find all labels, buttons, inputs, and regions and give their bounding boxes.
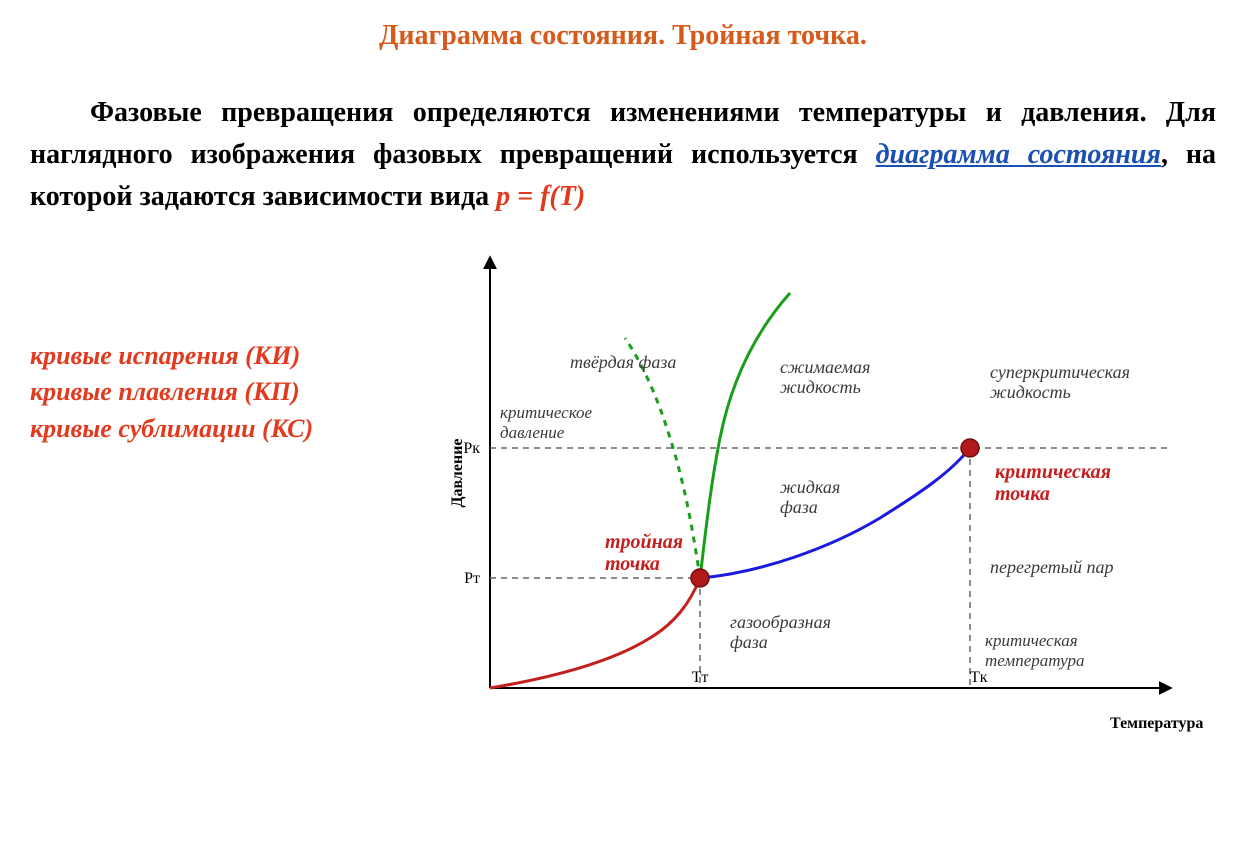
label-supercrit_l1: суперкритическая xyxy=(990,362,1130,382)
label-triple_l1: тройная xyxy=(605,531,683,553)
vaporization-curve xyxy=(700,448,970,578)
page-title: Диаграмма состояния. Тройная точка. xyxy=(30,20,1216,52)
sublimation-curve xyxy=(490,578,700,688)
curve-evaporation: кривые испарения (КИ) xyxy=(30,338,410,374)
label-compressible_l1: сжимаемая xyxy=(780,357,870,377)
curve-sublimation: кривые сублимации (КС) xyxy=(30,411,410,447)
phase-diagram: ДавлениеТемператураPкPтTтTктвёрдая фазак… xyxy=(410,238,1216,738)
label-solid_phase: твёрдая фаза xyxy=(570,352,676,372)
label-crit_pressure_l2: давление xyxy=(500,423,565,442)
diagram-term-link[interactable]: диаграмма состояния xyxy=(876,139,1161,170)
formula: p = f(T) xyxy=(496,181,585,212)
label-crit_temp_l1: критическая xyxy=(985,631,1078,650)
melting-curve xyxy=(700,293,790,578)
label-liquid_l2: фаза xyxy=(780,497,818,517)
label-compressible_l2: жидкость xyxy=(780,377,861,397)
label-triple_l2: точка xyxy=(605,553,660,575)
label-crit_pressure_l1: критическое xyxy=(500,403,593,422)
tick-pt: Pт xyxy=(464,570,480,587)
label-gas_l2: фаза xyxy=(730,632,768,652)
label-crit_temp_l2: температура xyxy=(985,651,1084,670)
intro-paragraph: Фазовые превращения определяются изменен… xyxy=(30,92,1216,218)
curve-melting: кривые плавления (КП) xyxy=(30,374,410,410)
label-supercrit_l2: жидкость xyxy=(990,382,1071,402)
label-liquid_l1: жидкая xyxy=(780,477,840,497)
tick-tt: Tт xyxy=(692,669,709,686)
label-gas_l1: газообразная xyxy=(730,612,831,632)
critical-point xyxy=(961,439,979,457)
tick-tk: Tк xyxy=(970,669,988,686)
label-critical_l2: точка xyxy=(995,483,1050,505)
tick-pk: Pк xyxy=(463,440,480,457)
triple-point xyxy=(691,569,709,587)
content-row: кривые испарения (КИ) кривые плавления (… xyxy=(30,238,1216,738)
label-critical_l1: критическая xyxy=(995,461,1111,483)
x-axis-label: Температура xyxy=(1110,715,1203,732)
curves-list: кривые испарения (КИ) кривые плавления (… xyxy=(30,238,410,738)
label-superheated: перегретый пар xyxy=(990,557,1113,577)
